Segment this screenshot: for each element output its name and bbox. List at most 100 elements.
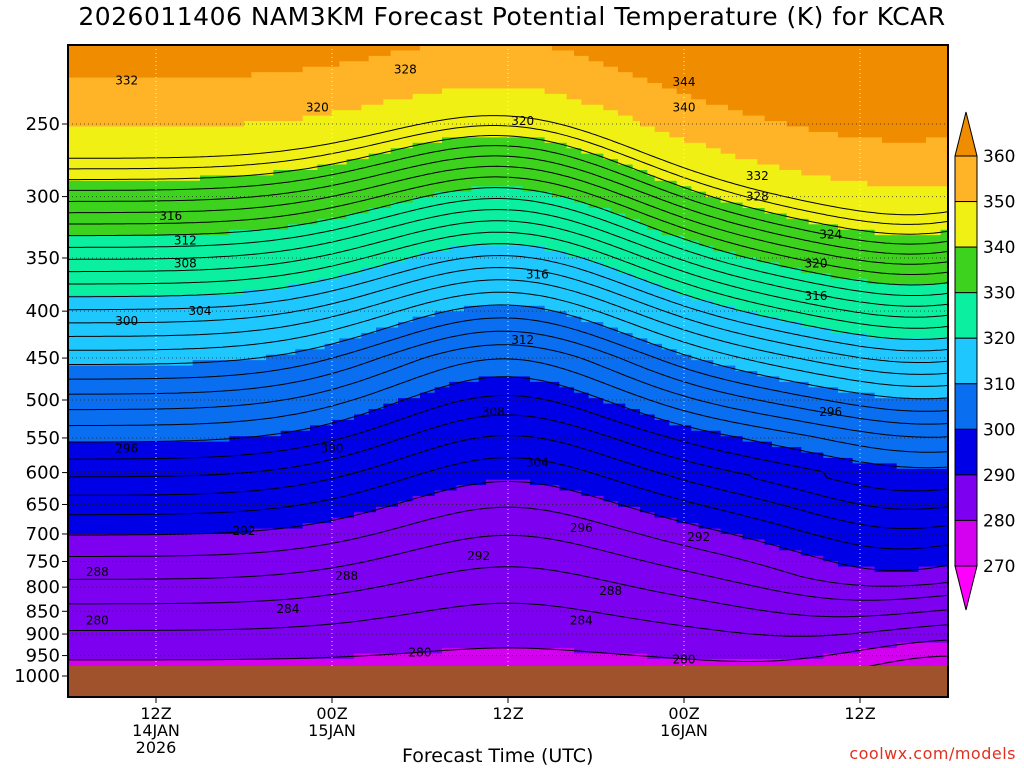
band-cell (134, 648, 142, 655)
band-cell (222, 251, 230, 258)
band-cell (134, 436, 142, 443)
band-cell (266, 582, 274, 589)
band-cell (141, 88, 150, 95)
band-cell (126, 191, 135, 198)
band-cell (97, 441, 106, 448)
band-cell (178, 648, 186, 655)
band-cell (126, 235, 135, 242)
band-cell (229, 610, 238, 617)
band-cell (229, 517, 238, 524)
band-cell (207, 572, 216, 579)
band-cell (251, 534, 260, 541)
band-cell (82, 457, 91, 464)
band-cell (148, 615, 157, 622)
band-cell (134, 180, 142, 187)
band-cell (317, 273, 326, 280)
band-cell (368, 457, 377, 464)
band-cell (119, 354, 128, 361)
band-cell (75, 197, 84, 204)
band-cell (141, 523, 150, 530)
band-cell (229, 523, 238, 530)
band-cell (126, 544, 135, 551)
band-cell (339, 55, 348, 62)
band-cell (141, 376, 150, 383)
band-cell (163, 164, 172, 171)
band-cell (185, 148, 194, 155)
band-cell (324, 485, 333, 492)
band-cell (200, 213, 208, 220)
band-cell (339, 354, 348, 361)
band-cell (332, 224, 340, 231)
band-cell (280, 349, 289, 356)
band-cell (273, 267, 282, 274)
band-cell (339, 240, 348, 247)
band-cell (119, 582, 128, 589)
band-cell (141, 311, 150, 318)
band-cell (251, 126, 260, 133)
band-cell (82, 83, 91, 90)
band-cell (361, 246, 370, 253)
band-cell (112, 289, 120, 296)
band-cell (266, 653, 274, 660)
band-cell (141, 512, 150, 519)
band-cell (229, 289, 238, 296)
band-cell (75, 110, 84, 117)
band-cell (112, 262, 120, 269)
band-cell (317, 61, 326, 68)
band-cell (266, 414, 274, 421)
band-cell (244, 186, 252, 193)
band-cell (75, 153, 84, 160)
band-cell (236, 430, 245, 437)
band-cell (119, 490, 128, 497)
band-cell (273, 626, 282, 633)
band-cell (280, 153, 289, 160)
band-cell (280, 517, 289, 524)
band-cell (126, 251, 135, 258)
band-cell (258, 159, 267, 166)
band-cell (324, 66, 333, 73)
band-cell (112, 72, 120, 79)
band-cell (68, 240, 76, 247)
band-cell (354, 566, 362, 573)
band-cell (163, 256, 172, 263)
band-cell (324, 523, 333, 530)
band-cell (178, 534, 186, 541)
band-cell (266, 648, 274, 655)
band-cell (361, 452, 370, 459)
band-cell (178, 430, 186, 437)
band-cell (178, 577, 186, 584)
band-cell (236, 131, 245, 138)
band-cell (346, 240, 355, 247)
band-cell (90, 371, 98, 378)
band-cell (170, 544, 179, 551)
band-cell (185, 289, 194, 296)
band-cell (368, 262, 377, 269)
band-cell (207, 235, 216, 242)
band-cell (302, 414, 311, 421)
band-cell (163, 131, 172, 138)
band-cell (295, 262, 304, 269)
band-cell (361, 599, 370, 606)
band-cell (354, 137, 362, 144)
band-cell (126, 131, 135, 138)
band-cell (104, 327, 113, 334)
band-cell (148, 88, 157, 95)
band-cell (317, 240, 326, 247)
band-cell (170, 316, 179, 323)
band-cell (229, 93, 238, 100)
band-cell (280, 273, 289, 280)
band-cell (251, 273, 260, 280)
band-cell (251, 311, 260, 318)
band-cell (222, 653, 230, 660)
band-cell (244, 93, 252, 100)
band-cell (104, 365, 113, 372)
band-cell (229, 294, 238, 301)
band-cell (354, 561, 362, 568)
band-cell (339, 419, 348, 426)
band-cell (68, 381, 76, 388)
band-cell (317, 148, 326, 155)
band-cell (97, 72, 106, 79)
band-cell (200, 55, 208, 62)
band-cell (141, 246, 150, 253)
band-cell (185, 45, 194, 52)
